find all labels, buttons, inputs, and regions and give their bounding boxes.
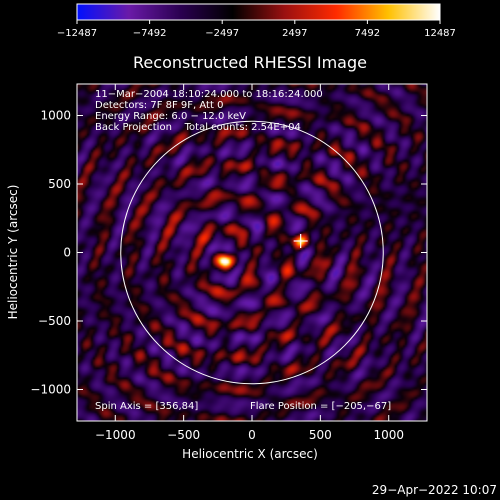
info-line: 11−Mar−2004 18:10:24.000 to 18:16:24.000 xyxy=(95,89,323,100)
x-tick-label: 0 xyxy=(248,428,256,442)
spin-axis-label: Spin Axis = [356,84] xyxy=(95,401,198,412)
chart-title: Reconstructed RHESSI Image xyxy=(133,53,367,72)
y-tick-label: −500 xyxy=(38,314,71,328)
colorbar-tick-label: −12487 xyxy=(57,28,97,39)
x-tick-label: 1000 xyxy=(373,428,404,442)
info-line: Detectors: 7F 8F 9F, Att 0 xyxy=(95,100,223,111)
y-axis-label: Heliocentric Y (arcsec) xyxy=(6,185,20,320)
y-tick-label: 0 xyxy=(63,246,71,260)
x-axis-label: Heliocentric X (arcsec) xyxy=(182,447,318,461)
colorbar-tick-label: −2497 xyxy=(205,28,239,39)
x-tick-label: 500 xyxy=(309,428,332,442)
solar-limb-circle xyxy=(120,120,384,385)
flare-marker xyxy=(293,233,308,248)
plot-area xyxy=(77,84,427,421)
y-axis: −1000 −500 0 500 1000 xyxy=(30,109,427,396)
y-tick-label: 1000 xyxy=(40,109,71,123)
x-tick-label: −500 xyxy=(167,428,200,442)
colorbar-tick-label: −7492 xyxy=(133,28,167,39)
y-tick-label: 500 xyxy=(48,177,71,191)
x-tick-label: −1000 xyxy=(95,428,136,442)
colorbar-tick-label: 2497 xyxy=(282,28,307,39)
colorbar-tick-label: 12487 xyxy=(424,28,456,39)
colorbar xyxy=(76,3,441,21)
y-tick-label: −1000 xyxy=(30,382,71,396)
info-line: Back Projection Total counts: 2.54E+04 xyxy=(95,122,301,133)
heatmap-image xyxy=(77,84,427,421)
info-line: Energy Range: 6.0 − 12.0 keV xyxy=(95,111,246,122)
x-axis: −1000 −500 0 500 1000 xyxy=(95,84,404,442)
timestamp: 29−Apr−2022 10:07 xyxy=(372,483,497,497)
colorbar-tick-label: 7492 xyxy=(355,28,380,39)
flare-position-label: Flare Position = [−205,−67] xyxy=(250,401,391,412)
info-block: 11−Mar−2004 18:10:24.000 to 18:16:24.000… xyxy=(95,89,323,133)
colorbar-ticks: −12487 −7492 −2497 2497 7492 12487 xyxy=(57,20,456,39)
